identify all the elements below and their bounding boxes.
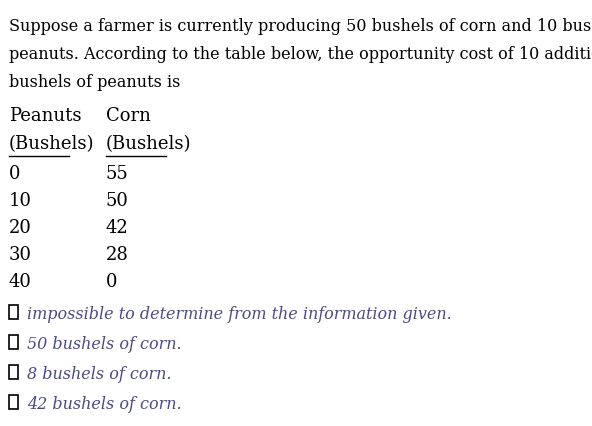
Text: 28: 28 [106, 246, 128, 264]
Text: 30: 30 [9, 246, 32, 264]
Text: Corn: Corn [106, 107, 151, 125]
Text: (Bushels): (Bushels) [106, 135, 191, 153]
Text: 40: 40 [9, 273, 32, 291]
FancyBboxPatch shape [9, 365, 18, 379]
Text: 0: 0 [106, 273, 117, 291]
Text: 0: 0 [9, 165, 20, 183]
Text: 42: 42 [106, 219, 128, 237]
Text: (Bushels): (Bushels) [9, 135, 94, 153]
Text: 10: 10 [9, 192, 32, 210]
Text: 50 bushels of corn.: 50 bushels of corn. [27, 336, 181, 353]
Text: 42 bushels of corn.: 42 bushels of corn. [27, 396, 181, 413]
FancyBboxPatch shape [9, 305, 18, 319]
Text: 8 bushels of corn.: 8 bushels of corn. [27, 366, 171, 383]
Text: 20: 20 [9, 219, 32, 237]
Text: Peanuts: Peanuts [9, 107, 81, 125]
FancyBboxPatch shape [9, 395, 18, 409]
FancyBboxPatch shape [9, 335, 18, 349]
Text: bushels of peanuts is: bushels of peanuts is [9, 74, 180, 91]
Text: Suppose a farmer is currently producing 50 bushels of corn and 10 bushels of: Suppose a farmer is currently producing … [9, 18, 592, 35]
Text: 50: 50 [106, 192, 128, 210]
Text: 55: 55 [106, 165, 128, 183]
Text: peanuts. According to the table below, the opportunity cost of 10 additional: peanuts. According to the table below, t… [9, 46, 592, 63]
Text: impossible to determine from the information given.: impossible to determine from the informa… [27, 306, 451, 323]
